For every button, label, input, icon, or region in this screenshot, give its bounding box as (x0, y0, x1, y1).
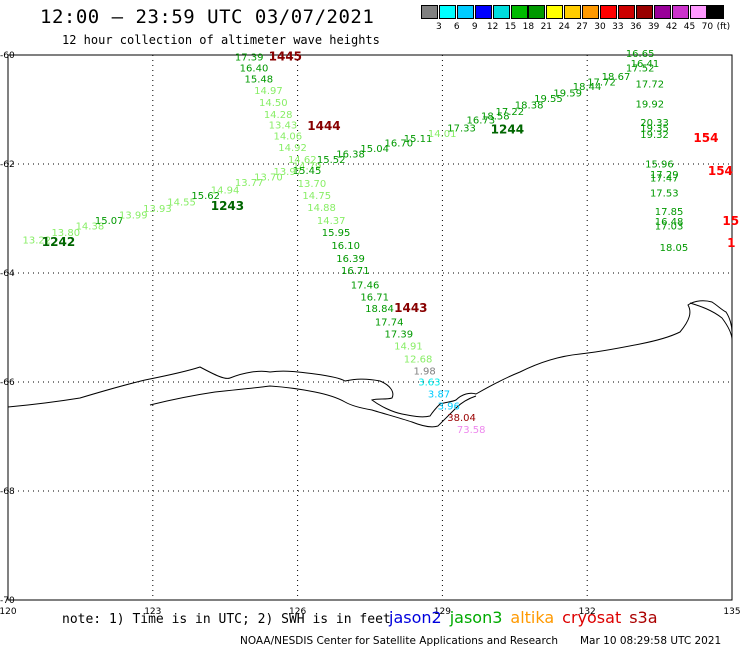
swh-value: 1.98 (413, 366, 435, 377)
satellite-cryosat: cryosat (562, 608, 621, 627)
swh-value: 19.32 (640, 130, 669, 141)
swh-value: 16.39 (336, 254, 365, 265)
pass-time-label: 1243 (211, 199, 244, 213)
lat-label: -62 (0, 160, 15, 170)
lat-label: -70 (0, 596, 15, 606)
swh-value: 12.68 (404, 354, 433, 365)
swh-value: 14.62 (288, 155, 317, 166)
swh-value: 16.41 (631, 59, 660, 70)
swh-value: 17.39 (384, 329, 413, 340)
swh-value: 17.39 (235, 52, 264, 63)
lat-label: -64 (0, 269, 15, 279)
pass-time-label: 1444 (307, 119, 340, 133)
lon-label: 120 (0, 607, 17, 617)
swh-value: 17.53 (650, 189, 679, 200)
lat-label: -60 (0, 51, 15, 61)
swh-value: 17.03 (655, 221, 684, 232)
swh-value: 3.63 (418, 377, 440, 388)
swh-value: 73.58 (457, 425, 486, 436)
map-frame (8, 55, 732, 600)
lat-lon-grid (8, 55, 732, 600)
map-border (8, 55, 732, 600)
swh-value: 15.48 (245, 74, 274, 85)
swh-value: 13.70 (298, 179, 327, 190)
swh-value: 16.40 (240, 63, 269, 74)
swh-value: 16.71 (360, 292, 389, 303)
credit-text: NOAA/NESDIS Center for Satellite Applica… (240, 635, 558, 647)
antarctic-coastline (8, 301, 732, 417)
swh-value: 16.71 (341, 266, 370, 277)
swh-value: 14.97 (254, 86, 283, 97)
swh-value: 3.87 (428, 389, 450, 400)
swh-value: 17.46 (351, 280, 380, 291)
swh-value: 14.37 (317, 216, 346, 227)
swh-value: 14.92 (278, 143, 307, 154)
swh-value: 18.84 (365, 304, 394, 315)
pass-time-label: 1443 (394, 301, 427, 315)
swh-value: 3.96 (438, 401, 460, 412)
swh-value: 19.92 (635, 99, 664, 110)
swh-value: 16.10 (331, 241, 360, 252)
generated-timestamp: Mar 10 08:29:58 UTC 2021 (580, 635, 721, 647)
swh-value: 15.96 (645, 159, 674, 170)
footer-note: note: 1) Time is in UTC; 2) SWH is in fe… (62, 612, 391, 627)
swh-value: 38.04 (447, 413, 476, 424)
satellite-legend: jason2 jason3 altika cryosat s3a (389, 608, 666, 627)
swh-value: 17.74 (375, 317, 404, 328)
lat-label: -68 (0, 487, 15, 497)
lon-label: 135 (723, 607, 740, 617)
swh-value: 14.91 (394, 341, 423, 352)
swh-value: 14.28 (264, 110, 293, 121)
satellite-s3a: s3a (629, 608, 657, 627)
swh-value: 18.05 (660, 243, 689, 254)
pass-time-label: 1242 (42, 235, 75, 249)
pass-time-label: 154 (693, 131, 718, 145)
swh-value: 14.75 (302, 191, 331, 202)
pass-time-label: 1 (727, 236, 735, 250)
swh-value: 17.47 (650, 173, 679, 184)
swh-value: 17.72 (635, 80, 664, 91)
pass-time-label: 15 (722, 214, 739, 228)
swh-value: 14.88 (307, 203, 336, 214)
pass-time-label: 154 (708, 164, 733, 178)
swh-value: 13.43 (269, 121, 298, 132)
pass-time-label: 1244 (491, 122, 524, 136)
coastline (8, 301, 732, 427)
swh-value: 14.06 (273, 131, 302, 142)
altimeter-tracks: 13.2213.8014.3815.0713.9913.9314.5515.62… (22, 49, 739, 436)
coastline-east (690, 303, 732, 340)
swh-value: 15.95 (322, 228, 351, 239)
satellite-altika: altika (510, 608, 554, 627)
satellite-jason3: jason3 (450, 608, 503, 627)
swh-value: 15.45 (293, 166, 322, 177)
lat-label: -66 (0, 378, 15, 388)
swh-value: 14.50 (259, 98, 288, 109)
satellite-jason2: jason2 (389, 608, 442, 627)
pass-time-label: 1445 (269, 49, 302, 63)
